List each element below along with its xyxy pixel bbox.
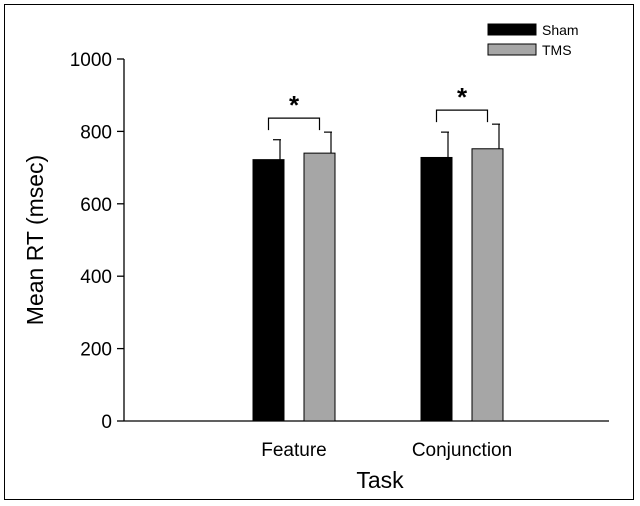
x-tick-label: Feature: [261, 440, 326, 461]
bar-sham-conjunction: [420, 156, 453, 422]
significance-markers: * *: [267, 82, 489, 131]
bar-sham-feature: [252, 159, 285, 422]
y-tick-label: 600: [80, 195, 112, 216]
y-tick-label: 1000: [70, 50, 112, 71]
y-tick-label: 200: [80, 340, 112, 361]
y-tick-label: 0: [101, 412, 112, 433]
legend-swatch-sham: [487, 23, 537, 36]
bar-tms-conjunction: [471, 148, 504, 422]
y-tick-label: 400: [80, 267, 112, 288]
x-tick-label: Conjunction: [412, 440, 512, 461]
significance-star: *: [457, 82, 468, 112]
significance-bracket: [435, 109, 489, 123]
error-bars: [273, 123, 500, 160]
bars: [252, 148, 504, 422]
bar-tms-feature: [303, 152, 336, 422]
x-axis-title: Task: [356, 467, 404, 493]
legend-label-sham: Sham: [542, 22, 579, 38]
legend: Sham TMS: [487, 22, 579, 58]
legend-label-tms: TMS: [542, 42, 572, 58]
significance-bracket: [267, 117, 321, 131]
legend-swatch-tms: [487, 43, 537, 56]
significance-star: *: [289, 90, 300, 120]
y-tick-label: 800: [80, 122, 112, 143]
y-axis-title: Mean RT (msec): [22, 155, 48, 325]
axes: 0 200 400 600 800 1000 Feature Conjunction: [70, 50, 609, 461]
